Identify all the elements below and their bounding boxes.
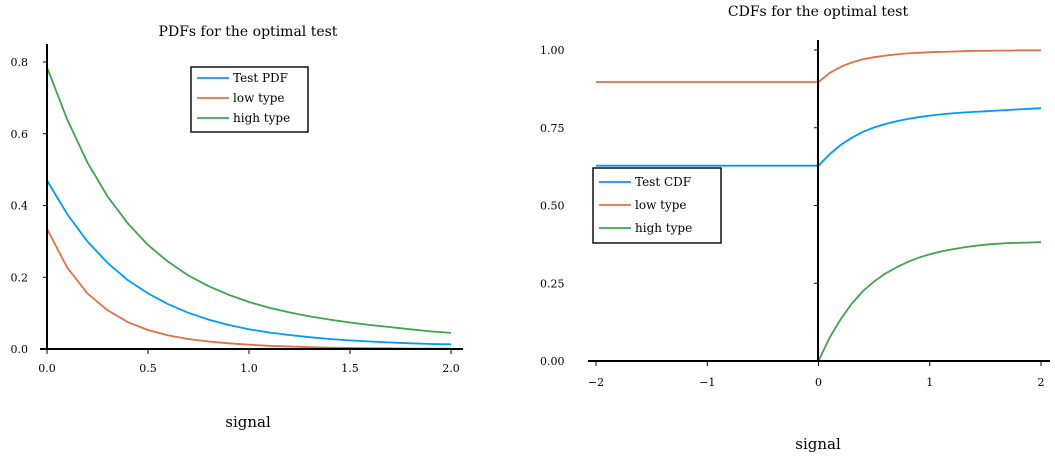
cdf-series bbox=[596, 49, 1042, 362]
cdf-panel: CDFs for the optimal test 0.00 0.25 0.50 0.… bbox=[540, 4, 1050, 453]
cdf-x-tick-label: 1 bbox=[926, 376, 933, 389]
cdf-x-tick-label: 0 bbox=[815, 376, 822, 389]
pdf-legend-label-low-type: low type bbox=[233, 91, 285, 105]
cdf-y-tick-label: 1.00 bbox=[540, 44, 565, 57]
pdf-x-tick-label: 0.5 bbox=[139, 362, 157, 375]
pdf-y-ticks: 0.0 0.2 0.4 0.6 0.8 bbox=[11, 56, 47, 356]
pdf-y-tick-label: 0.6 bbox=[11, 128, 29, 141]
pdf-legend-label-high-type: high type bbox=[233, 111, 290, 125]
pdf-y-tick-label: 0.4 bbox=[11, 200, 29, 213]
cdf-x-tick-label: 2 bbox=[1038, 376, 1045, 389]
cdf-series-low-type bbox=[596, 49, 1041, 83]
pdf-x-tick-label: 1.0 bbox=[240, 362, 258, 375]
cdf-chart-title: CDFs for the optimal test bbox=[728, 4, 909, 20]
cdf-x-tick-label: −1 bbox=[699, 376, 715, 389]
cdf-y-tick-label: 0.00 bbox=[540, 355, 565, 368]
cdf-series-high-type bbox=[596, 241, 1042, 362]
pdf-panel: PDFs for the optimal test 0.00.20.40.60.… bbox=[11, 24, 463, 431]
cdf-x-tick-label: −2 bbox=[588, 376, 604, 389]
pdf-chart-title: PDFs for the optimal test bbox=[159, 24, 338, 40]
pdf-series-low-type bbox=[46, 228, 451, 350]
cdf-legend-label-high-type: high type bbox=[635, 221, 692, 235]
pdf-x-tick-label: 1.5 bbox=[341, 362, 359, 375]
pdf-y-tick-label: 0.0 bbox=[11, 343, 29, 356]
cdf-y-tick-label: 0.50 bbox=[540, 200, 565, 213]
pdf-x-axis-label: signal bbox=[225, 413, 271, 431]
cdf-x-ticks: −2 −1 0 1 2 bbox=[588, 361, 1045, 389]
cdf-series-test-cdf bbox=[596, 107, 1042, 167]
pdf-series-high-type bbox=[46, 67, 452, 334]
cdf-legend: Test CDF low type high type bbox=[592, 167, 722, 244]
pdf-x-ticks: 0.0 0.5 1.0 1.5 2.0 bbox=[38, 349, 460, 375]
cdf-y-tick-label: 0.75 bbox=[540, 122, 565, 135]
pdf-y-tick-label: 0.8 bbox=[11, 56, 29, 69]
cdf-x-axis-label: signal bbox=[795, 435, 841, 453]
pdf-legend-label-test-pdf: Test PDF bbox=[233, 71, 288, 85]
pdf-y-tick-label: 0.2 bbox=[11, 271, 29, 284]
cdf-legend-label-test-cdf: Test CDF bbox=[635, 175, 691, 189]
pdf-legend: Test PDF low type high type bbox=[190, 66, 309, 133]
cdf-legend-label-low-type: low type bbox=[635, 198, 687, 212]
pdf-x-tick-label: 0.0 bbox=[38, 362, 56, 375]
cdf-y-tick-label: 0.25 bbox=[540, 277, 565, 290]
pdf-x-tick-label: 2.0 bbox=[442, 362, 460, 375]
pdf-series-test-pdf bbox=[46, 179, 452, 346]
